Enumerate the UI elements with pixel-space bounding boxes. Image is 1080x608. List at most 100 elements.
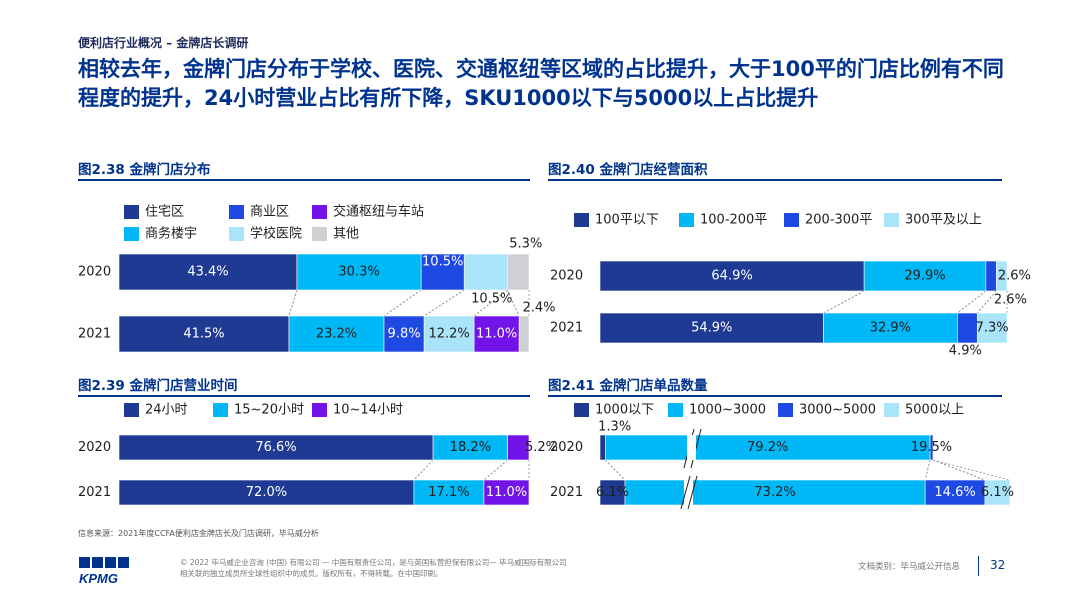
category-label: 2021 [78, 327, 111, 342]
bar-segment [118, 479, 415, 506]
axis-break-gap [687, 435, 696, 460]
chart-title-fig238: 图2.38 金牌门店分布 [78, 162, 211, 178]
chart-title-fig241: 图2.41 金牌门店单品数量 [548, 378, 708, 394]
data-label: 14.6% [934, 485, 975, 500]
source-note: 信息来源：2021年度CCFA便利店金牌店长及门店调研，毕马威分析 [78, 529, 319, 538]
data-label: 6.1% [596, 485, 629, 500]
chart-fig239: 24小时 15~20小时 10~14小时 2020 2021 76.6% 18.2% 5.2%… [78, 403, 558, 506]
legend-label: 10~14小时 [333, 403, 403, 418]
data-label: 64.9% [711, 269, 752, 284]
bar-segment [118, 253, 298, 291]
data-label: 10.5% [471, 292, 512, 307]
data-label: 7.3% [976, 321, 1009, 336]
legend-swatch [312, 205, 327, 219]
data-label: 41.5% [183, 327, 224, 342]
legend-swatch [574, 213, 589, 227]
leader-line [506, 289, 520, 317]
title-rule [78, 179, 530, 181]
copyright-note: © 2022 毕马威企业咨询 (中国) 有限公司 — 中国有限责任公司，是与英国… [180, 557, 567, 579]
data-label: 76.6% [255, 440, 296, 455]
legend-swatch [778, 403, 793, 417]
axis-break-gap [684, 480, 693, 505]
bar-segment [288, 315, 385, 353]
bar-segment [432, 434, 508, 461]
legend-swatch [312, 403, 327, 417]
data-label: 11.0% [476, 327, 517, 342]
data-label: 9.8% [388, 327, 421, 342]
bar-segment [423, 315, 475, 353]
legend-swatch [884, 403, 899, 417]
data-label: 11.0% [486, 485, 527, 500]
data-label: 23.2% [316, 327, 357, 342]
leader-line [932, 459, 1011, 481]
bar-segment [976, 312, 1008, 344]
leader-line [957, 290, 987, 314]
legend-swatch [124, 403, 139, 417]
data-label: 73.2% [754, 485, 795, 500]
legend-label: 100-200平 [700, 213, 767, 228]
leader-line [413, 459, 434, 481]
bar-segment [518, 315, 530, 353]
legend-label: 学校医院 [250, 226, 302, 242]
data-label: 30.3% [338, 265, 379, 280]
category-label: 2020 [78, 265, 111, 280]
data-label: 2.6% [998, 269, 1031, 284]
legend-swatch [668, 403, 683, 417]
data-label: 2.6% [994, 293, 1027, 308]
leader-line [423, 289, 465, 317]
copyright-line: 相关联的独立成员所全球性组织中的成员。版权所有，不得转载。在中国印刷。 [180, 569, 443, 578]
legend-label: 300平及以上 [905, 213, 982, 228]
axis-break-mark [680, 475, 691, 510]
legend-label: 1000~3000 [689, 403, 766, 418]
leader-line [932, 459, 986, 481]
category-label: 2021 [550, 321, 583, 336]
data-label: 2.4% [522, 301, 555, 316]
leader-line [483, 459, 508, 481]
title-rule [78, 395, 530, 397]
axis-break-mark [687, 475, 698, 510]
legend-label: 200-300平 [805, 213, 872, 228]
leader-line [976, 290, 997, 314]
chart-fig240: 100平以下 100-200平 200-300平 300平及以上 2020 2021 64.… [550, 213, 1031, 359]
data-label: 4.9% [949, 344, 982, 359]
legend-swatch [124, 205, 139, 219]
legend-swatch [784, 213, 799, 227]
page-headline: 相较去年，金牌门店分布于学校、医院、交通枢纽等区域的占比提升，大于100平的门店… [78, 57, 1004, 110]
bar-segment [996, 260, 1008, 292]
data-label: 43.4% [187, 265, 228, 280]
legend-label: 商业区 [250, 205, 289, 220]
data-label: 10.5% [422, 255, 463, 270]
data-label: 18.2% [450, 440, 491, 455]
legend-swatch [229, 227, 244, 241]
bar-segment [924, 479, 986, 506]
data-label: 29.9% [904, 269, 945, 284]
bar-segment [463, 253, 508, 291]
data-label: 54.9% [691, 321, 732, 336]
leader-line [383, 289, 422, 317]
legend-label: 15~20小时 [234, 403, 304, 418]
bar-segment [413, 479, 485, 506]
legend-label: 其他 [333, 227, 359, 242]
bar-segment [929, 434, 934, 461]
legend-swatch [679, 213, 694, 227]
data-label: 19.5% [911, 440, 952, 455]
data-label: 1.3% [598, 420, 631, 435]
title-rule [548, 395, 1002, 397]
title-rule [548, 179, 1002, 181]
legend-label: 3000~5000 [799, 403, 876, 418]
page-number: 32 [990, 558, 1006, 572]
chart-fig241: 1000以下 1000~3000 3000~5000 5000以上 2020 2021 1.… [550, 403, 1014, 510]
legend-label: 交通枢纽与车站 [333, 204, 424, 220]
legend-label: 住宅区 [145, 205, 184, 220]
legend-swatch [124, 227, 139, 241]
legend-label: 1000以下 [595, 403, 654, 418]
bar-segment [984, 479, 1011, 506]
bar-segment [118, 315, 290, 353]
bar-segment [383, 315, 425, 353]
chart-title-fig239: 图2.39 金牌门店营业时间 [78, 378, 238, 394]
bar-segment [823, 312, 958, 344]
legend-label: 100平以下 [595, 213, 659, 228]
bar-segment [506, 253, 530, 291]
